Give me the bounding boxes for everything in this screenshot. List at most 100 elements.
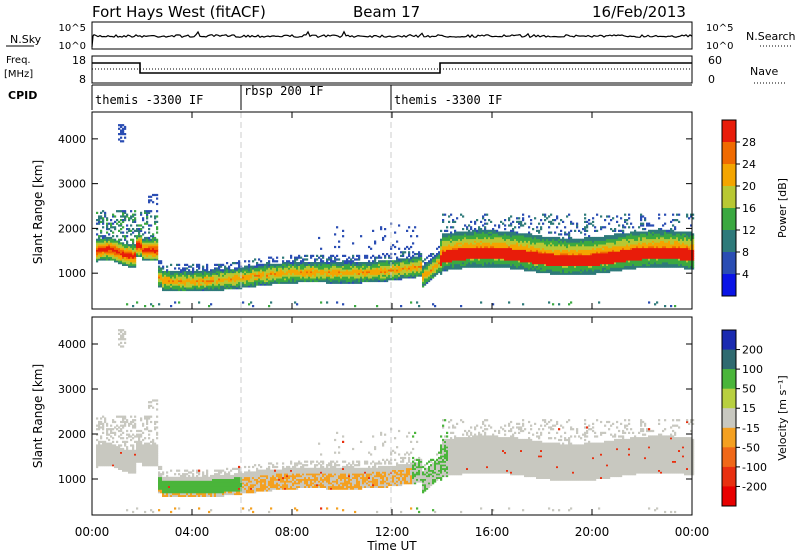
power-cell (510, 254, 513, 257)
power-cell (188, 288, 191, 292)
power-cell (546, 256, 549, 259)
power-cell (186, 281, 189, 284)
power-cell (564, 267, 567, 270)
power-cell (348, 262, 351, 265)
power-cell (240, 269, 243, 272)
power-cell (398, 269, 401, 272)
power-cell (500, 245, 503, 249)
power-cell (288, 267, 291, 270)
power-cell (254, 270, 257, 274)
power-cell (120, 244, 123, 247)
power-cell (230, 287, 233, 290)
power-cell (350, 281, 353, 284)
power-cell (604, 226, 607, 229)
power-cell (512, 229, 515, 232)
power-cell (158, 272, 161, 275)
power-cell (614, 229, 617, 232)
power-cell (324, 262, 327, 265)
power-cell (448, 265, 451, 268)
power-cell (284, 272, 287, 275)
power-cell (596, 256, 599, 259)
power-cell (398, 262, 401, 265)
power-cell (624, 219, 627, 222)
power-cell (216, 276, 219, 279)
power-cell (518, 242, 521, 245)
power-cell (542, 263, 545, 266)
power-cell (626, 242, 629, 245)
power-cell (610, 260, 613, 263)
power-cell (228, 276, 231, 279)
power-cell (554, 258, 557, 261)
power-cell (480, 231, 483, 234)
power-cell (148, 245, 151, 249)
power-cell (610, 251, 613, 254)
power-cell (370, 272, 373, 275)
power-cell (538, 247, 541, 250)
freq-tick-high: 18 (72, 54, 86, 67)
power-cell (422, 260, 425, 263)
power-cell (588, 235, 591, 238)
power-cell (260, 281, 263, 284)
power-cell (160, 262, 163, 265)
power-cell (246, 274, 249, 277)
power-cell (274, 278, 277, 281)
power-cell (336, 262, 339, 265)
power-cell (318, 262, 321, 265)
power-cell (334, 276, 337, 279)
power-cell (118, 247, 121, 250)
power-cell (454, 242, 457, 245)
power-cell (326, 260, 329, 263)
power-cell (644, 245, 647, 249)
power-cell (558, 267, 561, 270)
power-cell (522, 233, 525, 236)
power-cell (640, 242, 643, 245)
power-cell (292, 265, 295, 268)
power-cell (290, 276, 293, 279)
power-cell (500, 260, 503, 263)
power-cell (462, 262, 465, 265)
power-cell (558, 256, 561, 259)
power-cell (592, 217, 595, 220)
power-cell (582, 265, 585, 268)
power-cell (298, 274, 301, 277)
power-cell (322, 279, 325, 283)
power-cell (408, 265, 411, 268)
power-cell (514, 247, 517, 250)
power-cell (612, 242, 615, 245)
power-cell (110, 238, 113, 241)
power-cell (98, 247, 101, 250)
power-cell (120, 260, 123, 263)
power-cell (640, 256, 643, 259)
power-cell (440, 258, 443, 261)
power-cell (582, 262, 585, 265)
power-cell (156, 253, 159, 256)
power-cell (182, 272, 185, 275)
power-cell (366, 254, 369, 257)
power-cell (582, 251, 585, 254)
power-cell (486, 231, 489, 234)
power-cell (226, 287, 229, 290)
power-cell (322, 265, 325, 268)
power-cell (108, 244, 111, 247)
power-cell (500, 240, 503, 243)
power-cell (560, 244, 563, 247)
power-cell (264, 281, 267, 284)
power-cell (456, 233, 459, 236)
power-cell (384, 228, 387, 231)
power-cell (150, 245, 153, 249)
power-cell (352, 262, 355, 265)
power-cell (436, 254, 439, 257)
power-cell (498, 262, 501, 265)
power-cell (586, 265, 589, 268)
power-cell (362, 270, 365, 274)
power-cell (548, 262, 551, 265)
power-cell (218, 279, 221, 283)
power-cell (360, 276, 363, 279)
power-cell (586, 260, 589, 263)
power-cell (468, 256, 471, 259)
power-cell (268, 263, 271, 266)
power-cell (622, 247, 625, 250)
power-cell (512, 236, 515, 240)
power-cell (128, 256, 131, 259)
power-cell (536, 251, 539, 254)
